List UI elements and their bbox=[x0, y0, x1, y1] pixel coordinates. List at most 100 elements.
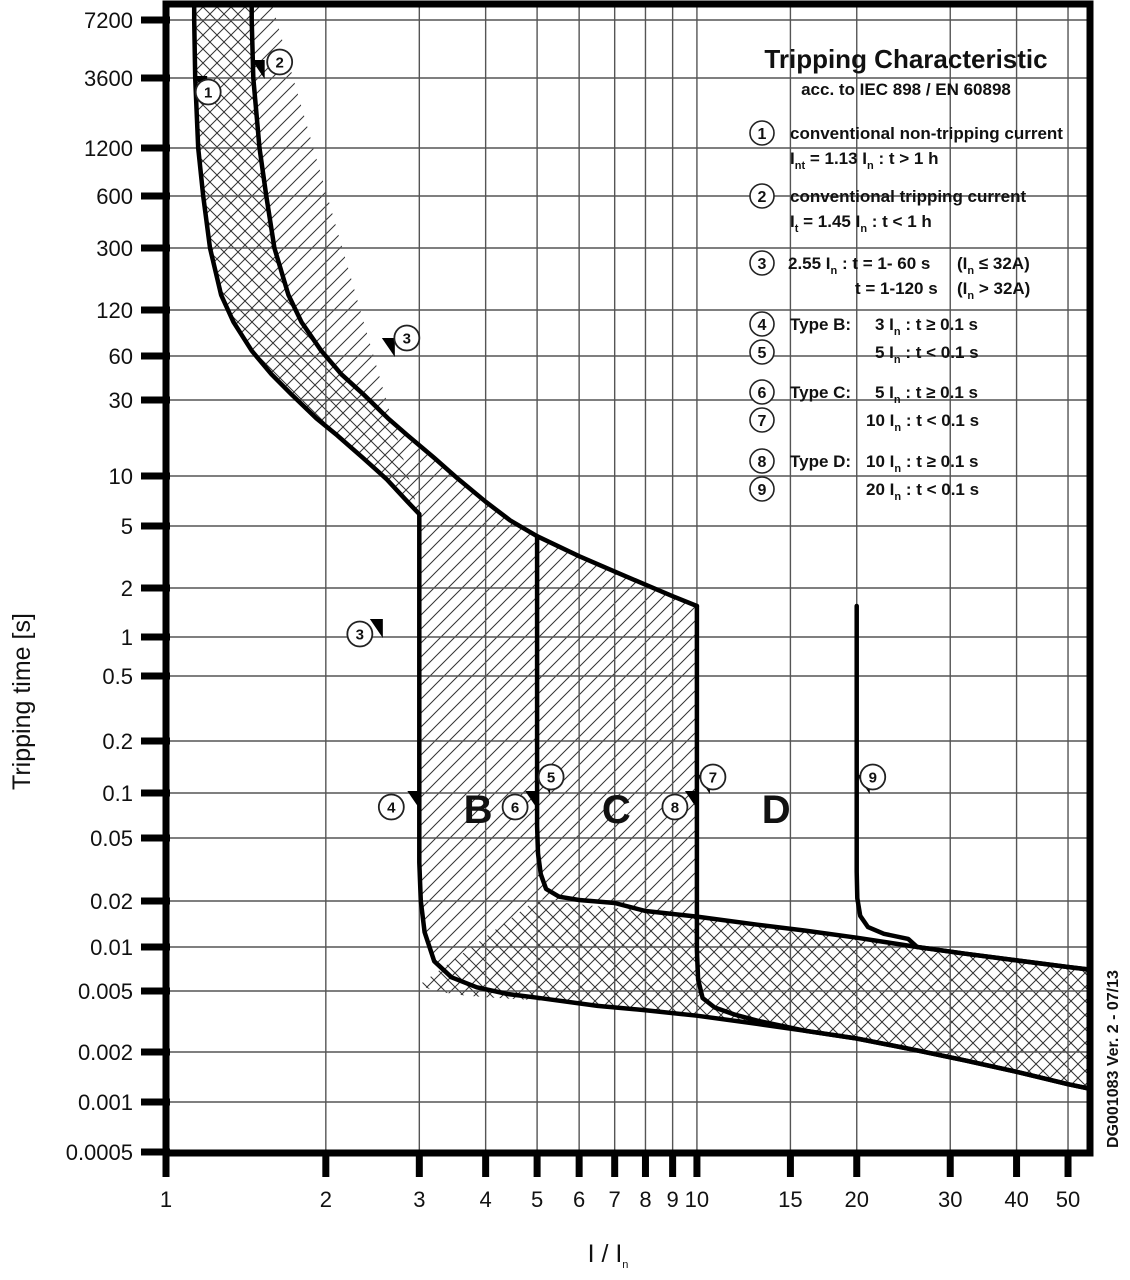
callout-marker-6-6: 6 bbox=[501, 791, 539, 821]
legend-entry-1-line1: conventional non-tripping current bbox=[790, 124, 1063, 143]
non-tripping-boundary-curve bbox=[191, 4, 422, 517]
x-tick-label: 10 bbox=[685, 1187, 709, 1212]
zone-label-b: B bbox=[464, 788, 493, 832]
legend-bullet-2-number: 2 bbox=[758, 189, 767, 206]
legend-bullet-5-icon bbox=[749, 339, 775, 365]
legend-entry-1-line2: Int = 1.13 In : t > 1 h bbox=[790, 149, 939, 172]
x-tick-label: 40 bbox=[1004, 1187, 1028, 1212]
callout-anchor-flag-icon bbox=[369, 619, 383, 638]
x-tick-label: 15 bbox=[778, 1187, 802, 1212]
y-tick-label: 0.01 bbox=[90, 935, 133, 960]
legend-bullet-3-number: 3 bbox=[758, 256, 767, 273]
legend-entry-8: 8 Type D: 10 In : t ≥ 0.1 s bbox=[749, 448, 978, 475]
legend-entry-5-spec: 5 In : t < 0.1 s bbox=[875, 343, 979, 366]
legend-entry-8-type: Type D: bbox=[790, 452, 851, 471]
x-tick-label: 3 bbox=[413, 1187, 425, 1212]
x-tick-label: 5 bbox=[531, 1187, 543, 1212]
y-tick-label: 10 bbox=[109, 464, 133, 489]
callout-bullet-icon bbox=[194, 78, 222, 106]
callout-bullet-icon bbox=[501, 793, 529, 821]
y-tick-label: 300 bbox=[96, 236, 133, 261]
legend-bullet-6-icon bbox=[749, 379, 775, 405]
zone-b-region bbox=[251, 4, 615, 998]
x-tick-label: 4 bbox=[480, 1187, 492, 1212]
callout-anchor-flag-icon bbox=[684, 791, 698, 810]
y-tick-label: 1 bbox=[121, 625, 133, 650]
y-tick-label: 0.5 bbox=[102, 664, 133, 689]
legend-entry-2-line2: It = 1.45 In : t < 1 h bbox=[790, 212, 932, 235]
legend-bullet-1-number: 1 bbox=[758, 126, 767, 143]
legend-entry-6-spec: 5 In : t ≥ 0.1 s bbox=[875, 383, 978, 406]
legend-bullet-4-icon bbox=[749, 311, 775, 337]
legend-panel: Tripping Characteristic acc. to IEC 898 … bbox=[749, 44, 1063, 503]
legend-bullet-5-number: 5 bbox=[758, 345, 767, 362]
callout-anchor-flag-icon bbox=[407, 791, 421, 810]
callout-marker-3-3: 3 bbox=[346, 619, 383, 648]
y-tick-label: 60 bbox=[109, 344, 133, 369]
document-code-label: DG001083 Ver. 2 - 07/13 bbox=[1105, 970, 1122, 1148]
callout-bullet-icon bbox=[699, 763, 727, 791]
legend-entry-9-spec: 20 In : t < 0.1 s bbox=[866, 480, 979, 503]
legend-bullet-9-number: 9 bbox=[758, 482, 767, 499]
legend-bullet-7-icon bbox=[749, 407, 775, 433]
legend-entry-3-line1-paren: (In ≤ 32A) bbox=[957, 254, 1030, 277]
legend-bullet-2-icon bbox=[749, 183, 775, 209]
callout-bullet-number: 4 bbox=[387, 800, 396, 817]
legend-bullet-1-icon bbox=[749, 120, 775, 146]
legend-entry-4-type: Type B: bbox=[790, 315, 851, 334]
x-tick-label: 8 bbox=[639, 1187, 651, 1212]
y-tick-label: 0.2 bbox=[102, 729, 133, 754]
callout-bullet-icon bbox=[266, 48, 294, 76]
callout-anchor-flag-icon bbox=[381, 338, 395, 357]
legend-entry-7-spec: 10 In : t < 0.1 s bbox=[866, 411, 979, 434]
y-tick-label: 3600 bbox=[84, 66, 133, 91]
callout-bullet-number: 8 bbox=[671, 800, 679, 817]
callout-bullet-number: 3 bbox=[403, 331, 411, 348]
legend-title: Tripping Characteristic bbox=[764, 44, 1047, 74]
legend-bullet-9-icon bbox=[749, 476, 775, 502]
y-tick-label: 600 bbox=[96, 184, 133, 209]
tripping-boundary-curve bbox=[249, 4, 700, 609]
y-tick-label: 2 bbox=[121, 576, 133, 601]
y-tick-label: 30 bbox=[109, 388, 133, 413]
y-tick-label: 0.001 bbox=[78, 1090, 133, 1115]
legend-entry-4-spec: 3 In : t ≥ 0.1 s bbox=[875, 315, 978, 338]
type-d-boundary-curve bbox=[694, 603, 1090, 1092]
callout-bullet-number: 7 bbox=[709, 770, 717, 787]
legend-bullet-4-number: 4 bbox=[758, 317, 767, 334]
y-tick-label: 1200 bbox=[84, 136, 133, 161]
callout-bullet-number: 9 bbox=[869, 770, 877, 787]
callout-marker-3-2: 3 bbox=[381, 324, 421, 357]
legend-entry-4: 4 Type B: 3 In : t ≥ 0.1 s bbox=[749, 311, 978, 338]
callout-marker-8-8: 8 bbox=[661, 791, 698, 821]
x-tick-label: 50 bbox=[1056, 1187, 1080, 1212]
callout-bullet-number: 5 bbox=[547, 770, 555, 787]
callout-marker-1-0: 1 bbox=[194, 76, 222, 106]
y-tick-label: 0.1 bbox=[102, 781, 133, 806]
x-tick-label: 2 bbox=[320, 1187, 332, 1212]
characteristic-curves bbox=[191, 4, 1090, 1092]
legend-bullet-6-number: 6 bbox=[758, 385, 767, 402]
legend-bullet-7-number: 7 bbox=[758, 413, 767, 430]
legend-entry-7: 7 10 In : t < 0.1 s bbox=[749, 407, 979, 434]
y-tick-label: 7200 bbox=[84, 8, 133, 33]
callout-bullet-number: 6 bbox=[511, 800, 519, 817]
callout-bullet-number: 1 bbox=[204, 85, 212, 102]
legend-entry-2: 2 conventional tripping current It = 1.4… bbox=[749, 183, 1026, 235]
legend-bullet-8-icon bbox=[749, 448, 775, 474]
legend-entry-6-type: Type C: bbox=[790, 383, 851, 402]
x-tick-label: 1 bbox=[160, 1187, 172, 1212]
x-axis-title: I / In bbox=[588, 1240, 629, 1271]
legend-entry-2-line1: conventional tripping current bbox=[790, 187, 1026, 206]
y-tick-label: 5 bbox=[121, 514, 133, 539]
legend-entry-6: 6 Type C: 5 In : t ≥ 0.1 s bbox=[749, 379, 978, 406]
x-tick-label: 30 bbox=[938, 1187, 962, 1212]
x-axis-ticks: 1 2 3 4 5 6 7 8 9 10 15 20 30 40 50 bbox=[160, 1150, 1080, 1212]
callout-bullet-icon bbox=[859, 763, 887, 791]
plot-frame bbox=[162, 0, 1094, 1157]
x-tick-label: 6 bbox=[573, 1187, 585, 1212]
legend-entry-3-line1: 2.55 In : t = 1- 60 s bbox=[788, 254, 930, 277]
callout-marker-4-4: 4 bbox=[377, 791, 421, 821]
legend-entry-3-line2: t = 1-120 s bbox=[855, 279, 938, 298]
